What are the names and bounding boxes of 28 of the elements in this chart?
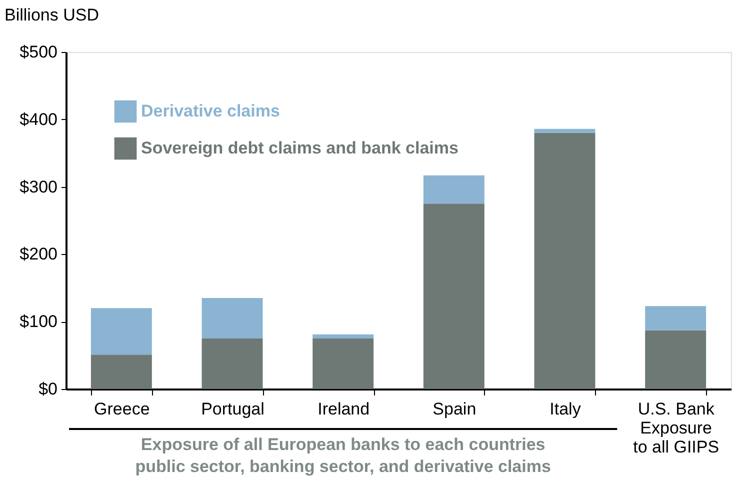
y-tick-label: $0: [38, 380, 58, 398]
bar: [90, 354, 152, 389]
y-axis-title: Billions USD: [4, 6, 99, 24]
y-tick-label: $200: [20, 244, 58, 264]
y-tick-label: $500: [20, 42, 58, 62]
y-tick-label: $300: [20, 177, 58, 196]
bar: [202, 338, 263, 389]
bar: [534, 128, 596, 133]
bar: [645, 330, 706, 389]
bar: [312, 338, 374, 389]
bar: [423, 204, 484, 389]
bar: [90, 308, 152, 355]
y-tick-label: $100: [20, 312, 58, 332]
x-tick-label: Portugal: [201, 400, 264, 418]
legend-label: Derivative claims: [141, 102, 280, 120]
bar: [312, 334, 374, 338]
x-tick-label: Italy: [550, 400, 582, 418]
legend-label: Sovereign debt claims and bank claims: [141, 138, 458, 158]
bar: [202, 298, 263, 338]
x-tick-label: Spain: [432, 400, 476, 418]
bar: [534, 132, 596, 389]
x-tick-label: Ireland: [318, 400, 370, 418]
y-tick-label: $400: [20, 110, 58, 129]
bar: [423, 175, 484, 204]
x-tick-label: U.S. Bank Exposure to all GIIPS: [633, 400, 720, 456]
bar: [645, 306, 706, 330]
x-tick-label: Greece: [94, 400, 150, 418]
text: Exposure of all European banks to each countries public sector, banking sector, and derivative claims: [135, 435, 551, 476]
